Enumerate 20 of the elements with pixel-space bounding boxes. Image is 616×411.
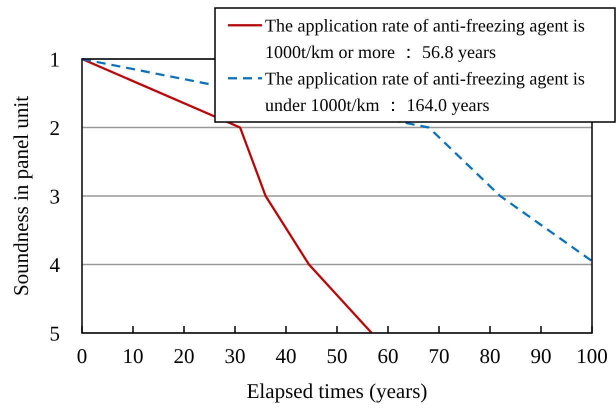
x-tick-label: 90 [530,344,552,368]
legend-label: The application rate of anti-freezing agent is 1000t/km or more ： 56.8 years [265,15,585,62]
y-axis-title: Soundness in panel unit [9,96,33,296]
x-tick-label: 0 [76,344,88,368]
x-tick-label: 10 [122,344,144,368]
x-tick-label: 40 [276,344,296,368]
y-tick-label: 3 [50,184,60,208]
x-tick-label: 20 [174,344,194,368]
x-axis-title: Elapsed times (years) [246,379,428,403]
x-tick-label: 50 [326,344,348,368]
x-tick-label: 100 [576,344,608,368]
y-tick-label: 5 [50,321,60,346]
legend-label: The application rate of anti-freezing agent is under 1000t/km ： 164.0 years [265,68,585,115]
y-tick-label: 2 [50,116,60,140]
y-tick-label: 4 [50,252,60,277]
x-tick-label: 70 [428,344,450,368]
y-tick-label: 1 [50,47,60,72]
x-tick-label: 30 [224,344,246,368]
x-tick-label: 60 [378,344,398,368]
x-tick-label: 80 [480,344,500,368]
